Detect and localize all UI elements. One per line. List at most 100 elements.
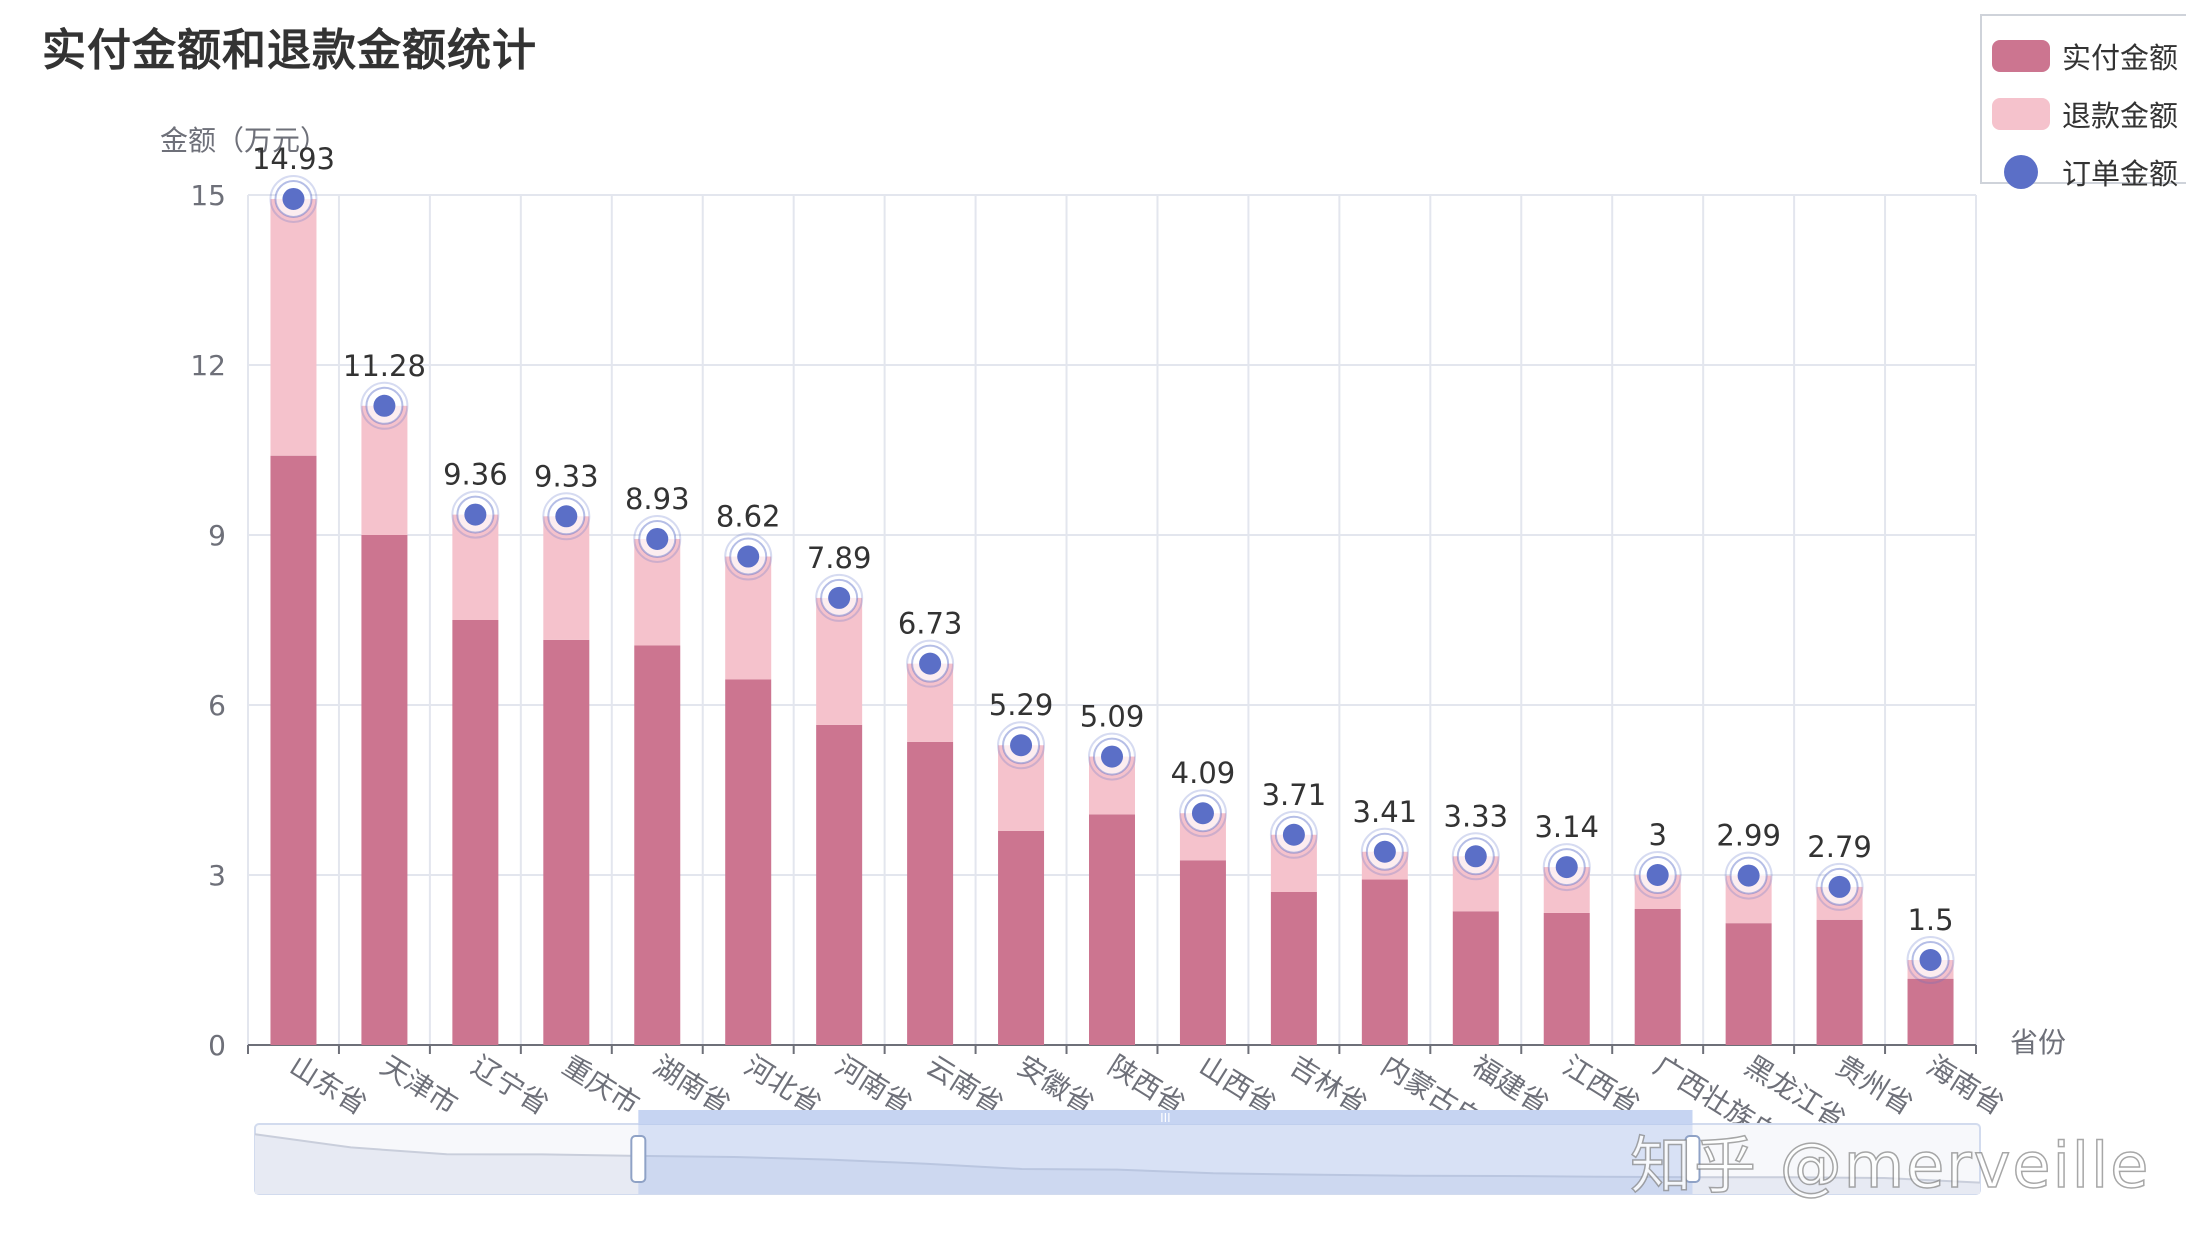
point-order xyxy=(1282,823,1305,846)
zoom-handle-start[interactable] xyxy=(630,1135,647,1183)
point-ripple xyxy=(1633,851,1682,899)
zoom-handle-end[interactable] xyxy=(1684,1135,1701,1183)
point-order xyxy=(1464,845,1487,868)
y-tick-label: 9 xyxy=(208,519,226,552)
point-ripple xyxy=(269,174,318,223)
legend-label-order: 订单金额 xyxy=(2062,157,2179,191)
y-tick-label: 12 xyxy=(190,349,226,382)
point-label: 9.33 xyxy=(534,459,599,493)
order-amount-points: 14.93 11.28 9.36 9.33 8.93 8.62 7.89 6.73 5.29 5.… xyxy=(252,142,1955,984)
point-order xyxy=(919,652,942,675)
point-order xyxy=(1373,840,1396,863)
bar-paid xyxy=(1543,912,1590,1045)
point-ripple xyxy=(1451,832,1500,881)
point-ripple xyxy=(633,514,682,563)
y-tick-label: 0 xyxy=(208,1029,226,1062)
point-label: 5.29 xyxy=(989,688,1054,722)
bar-paid xyxy=(998,830,1045,1045)
point-label: 14.93 xyxy=(252,142,335,176)
legend-dot-order xyxy=(2004,155,2038,189)
point-label: 8.93 xyxy=(625,482,690,516)
zoom-shadow-area xyxy=(255,1134,1980,1194)
point-label: 8.62 xyxy=(716,500,781,534)
point-order xyxy=(555,505,578,528)
x-tick-label: 重庆市 xyxy=(557,1049,646,1122)
bar-paid xyxy=(634,645,681,1045)
point-label: 3.14 xyxy=(1534,810,1599,844)
point-ripple xyxy=(1088,732,1136,781)
point-order xyxy=(373,394,396,417)
point-ripple xyxy=(1906,936,1955,984)
point-order xyxy=(828,586,851,609)
bar-paid xyxy=(1179,860,1226,1045)
zoom-move-handle-label: III xyxy=(1160,1111,1171,1125)
point-label: 9.36 xyxy=(443,458,508,492)
x-tick-label: 天津市 xyxy=(375,1049,464,1122)
bar-refund xyxy=(816,597,863,725)
point-ripple xyxy=(1269,810,1318,859)
point-ripple xyxy=(997,721,1046,770)
legend-swatch-refund xyxy=(1992,98,2050,130)
point-ripple xyxy=(542,492,591,541)
bar-refund xyxy=(361,405,408,535)
bar-paid xyxy=(1361,879,1408,1045)
y-tick-label: 3 xyxy=(208,859,226,892)
point-label: 2.79 xyxy=(1807,830,1872,864)
bar-paid xyxy=(1634,909,1681,1045)
legend-item-refund[interactable]: 退款金额 xyxy=(1992,90,2178,138)
point-order xyxy=(1101,745,1123,768)
point-ripple xyxy=(1542,843,1591,892)
x-tick-label: 海南省 xyxy=(1921,1049,2010,1122)
point-label: 4.09 xyxy=(1171,756,1236,790)
point-order xyxy=(1010,734,1033,757)
point-label: 5.09 xyxy=(1080,700,1145,734)
point-ripple xyxy=(906,639,955,688)
point-label: 7.89 xyxy=(807,541,872,575)
bar-paid xyxy=(543,639,590,1045)
grid-lines xyxy=(247,194,1977,1045)
point-order xyxy=(1919,949,1942,971)
bar-refund xyxy=(543,516,590,640)
point-order xyxy=(282,187,305,210)
point-label: 3.71 xyxy=(1262,778,1327,812)
x-tick-label: 山东省 xyxy=(284,1049,373,1122)
zoom-window xyxy=(638,1124,1693,1194)
legend-label-refund: 退款金额 xyxy=(2062,99,2179,133)
bar-paid xyxy=(1270,892,1317,1045)
point-order xyxy=(646,527,669,550)
legend-label-paid: 实付金额 xyxy=(2062,41,2179,75)
point-ripple xyxy=(1178,789,1227,838)
bar-paid xyxy=(452,620,499,1045)
legend: 实付金额 退款金额 订单金额 xyxy=(1980,14,2186,191)
data-zoom-slider[interactable]: III xyxy=(254,1110,1981,1195)
chart-title: 实付金额和退款金额统计 xyxy=(42,25,537,76)
bar-paid xyxy=(1452,911,1499,1045)
legend-item-paid[interactable]: 实付金额 xyxy=(1992,32,2178,80)
bar-paid xyxy=(907,741,954,1045)
point-label: 1.5 xyxy=(1907,903,1953,937)
point-order xyxy=(1646,864,1669,886)
watermark: 知乎 @merveille xyxy=(1629,1128,2151,1203)
point-label: 2.99 xyxy=(1716,819,1781,853)
point-label: 3 xyxy=(1648,818,1666,852)
bar-paid xyxy=(1089,814,1135,1045)
point-ripple xyxy=(1724,851,1773,900)
bar-paid xyxy=(270,455,317,1046)
bar-paid xyxy=(1725,923,1772,1045)
bars xyxy=(270,198,1954,1046)
y-axis-title: 金额（万元） xyxy=(160,124,328,157)
legend-item-order[interactable]: 订单金额 xyxy=(1992,148,2178,196)
zoom-move-bar xyxy=(638,1110,1693,1124)
point-order xyxy=(1737,864,1760,887)
point-ripple xyxy=(451,490,500,539)
point-label: 3.33 xyxy=(1444,799,1509,833)
point-ripple xyxy=(1815,862,1864,911)
x-tick-label: 辽宁省 xyxy=(466,1049,555,1122)
point-order xyxy=(1828,875,1851,898)
point-ripple xyxy=(724,532,773,581)
bar-refund xyxy=(725,556,772,680)
point-label: 11.28 xyxy=(343,349,426,383)
point-label: 6.73 xyxy=(898,607,963,641)
